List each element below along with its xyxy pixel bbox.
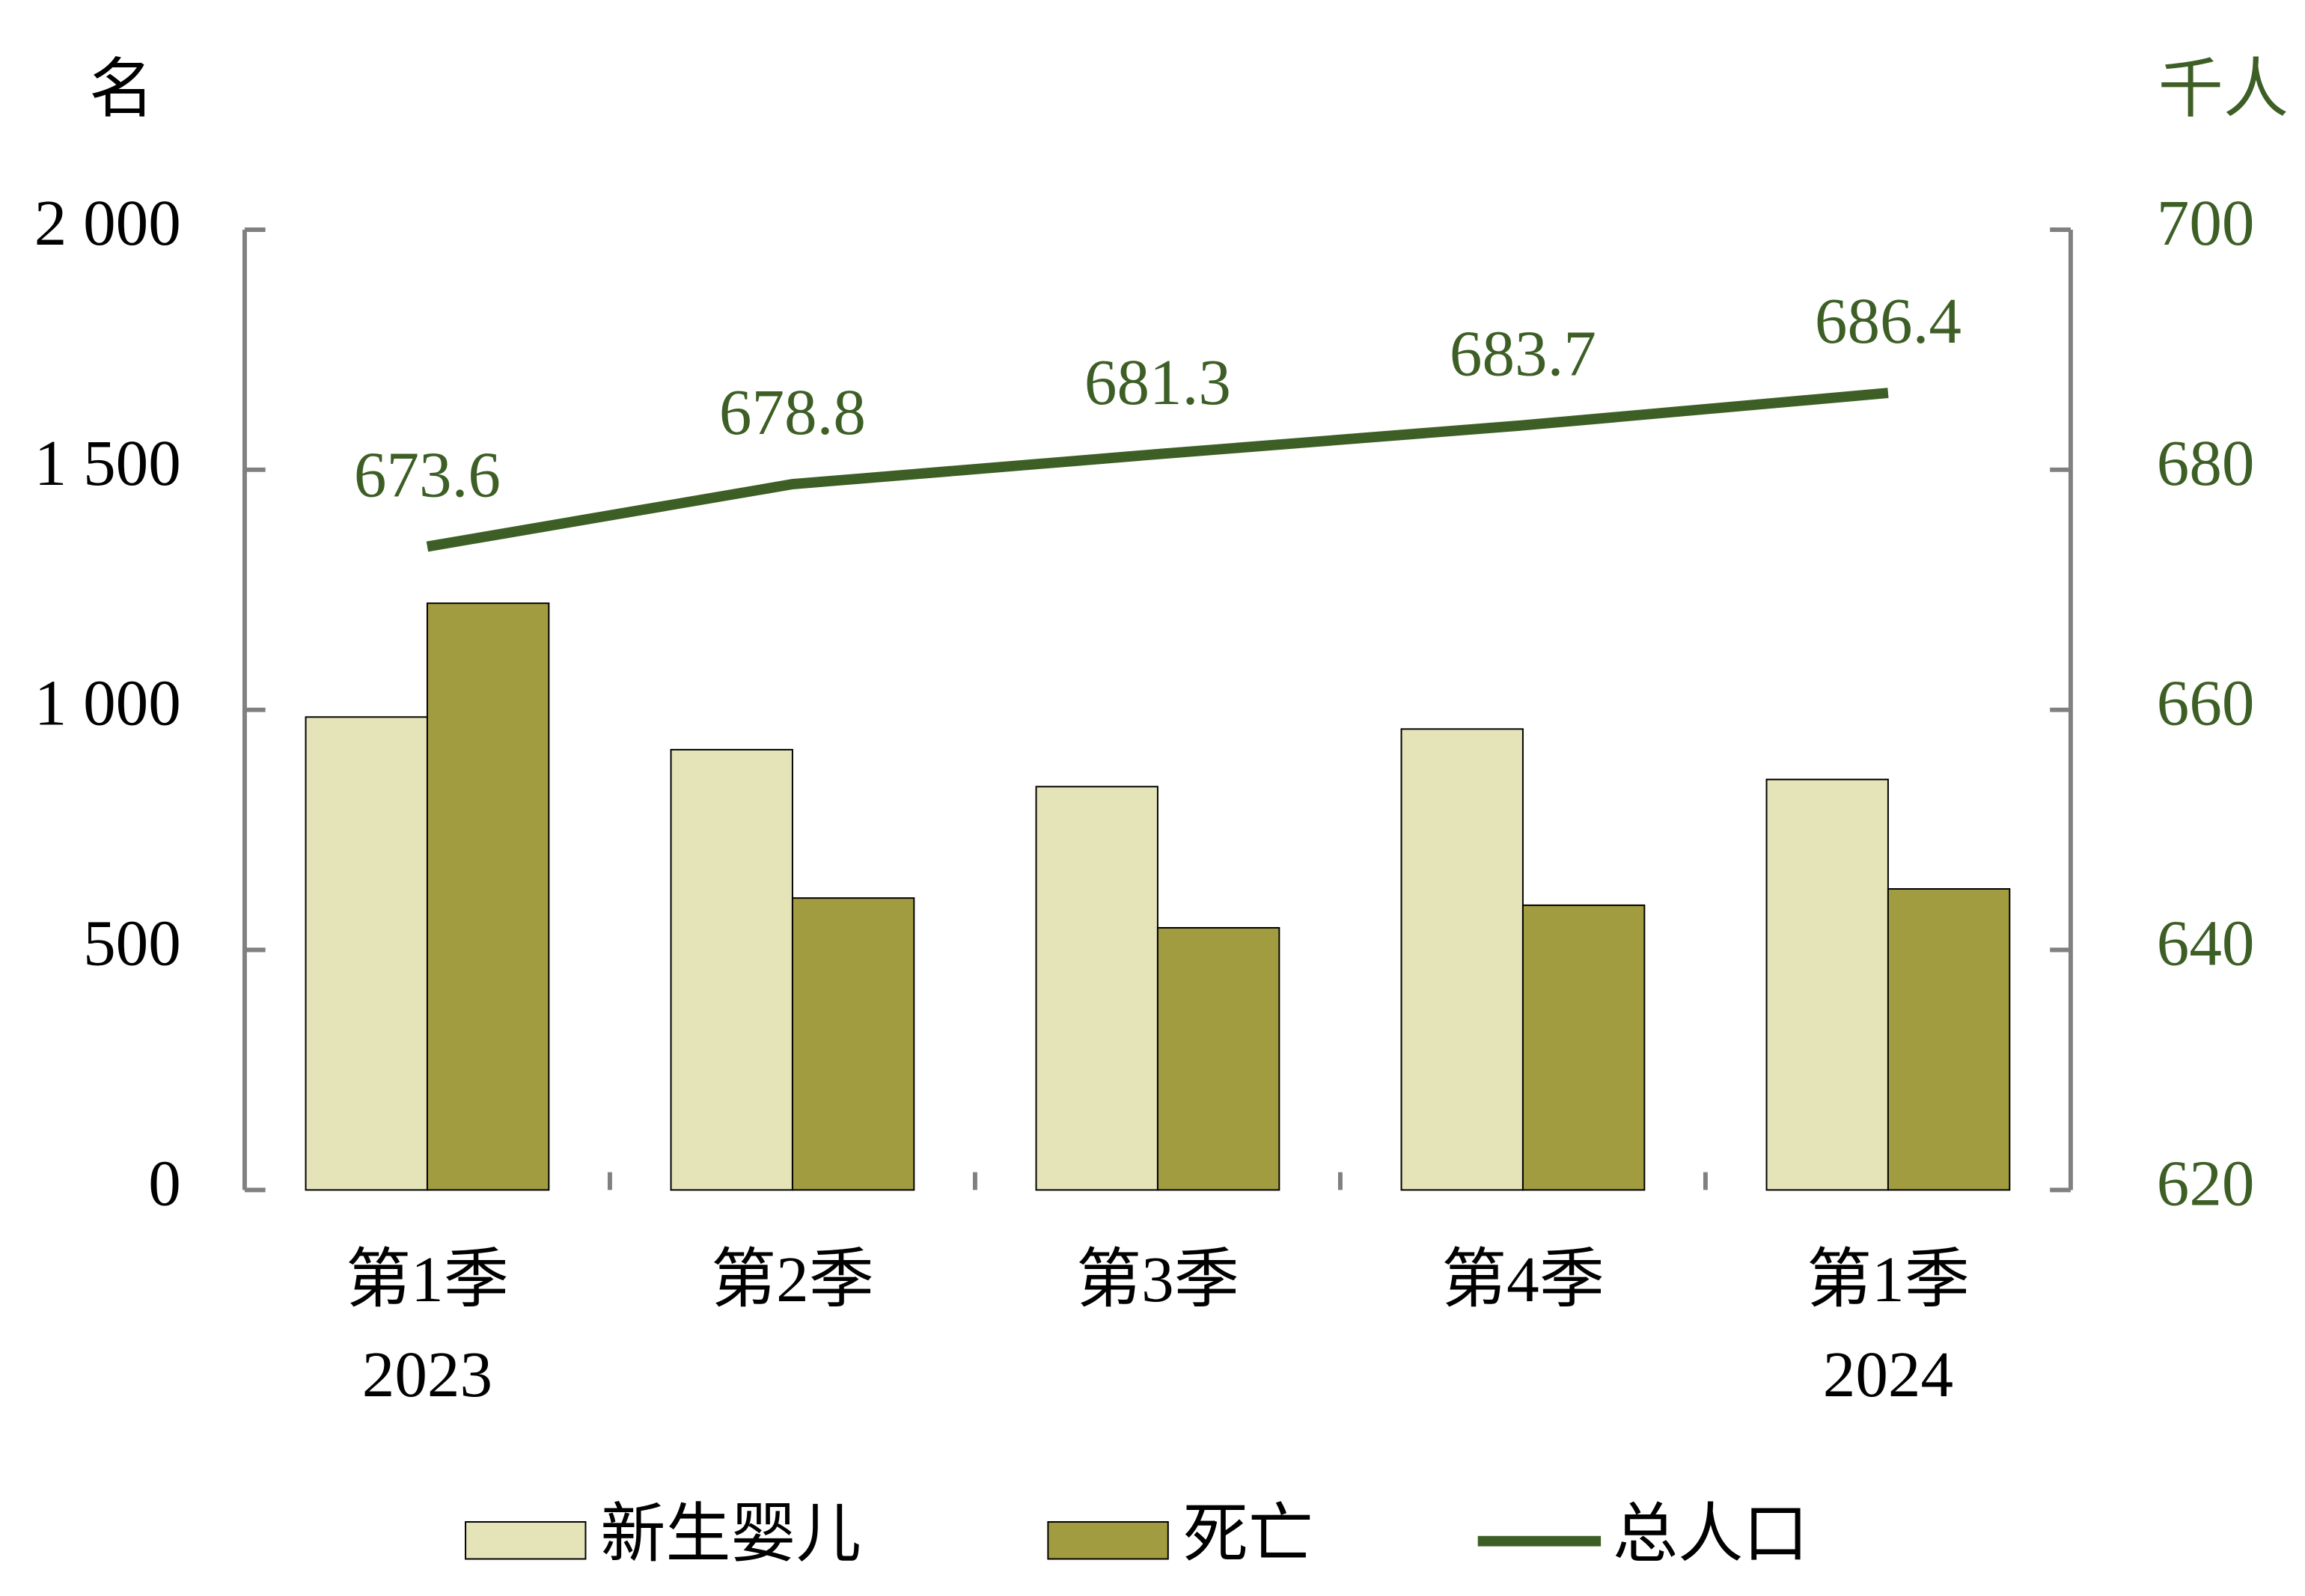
y2-tick-label: 680 (2157, 426, 2255, 499)
legend-label: 死亡 (1183, 1498, 1313, 1571)
bar (426, 602, 550, 1191)
bar (1521, 904, 1646, 1191)
y-tick-label: 1 000 (34, 667, 181, 739)
legend-label: 总人口 (1613, 1498, 1808, 1571)
bar (1765, 778, 1889, 1191)
y2-tick-label: 640 (2157, 907, 2255, 979)
legend-swatch (465, 1520, 587, 1560)
y-axis-label: 名 (89, 53, 154, 126)
value-label: 673.6 (354, 438, 501, 510)
x-tick-label: 第1季 (346, 1243, 509, 1315)
y2-tick-label: 620 (2157, 1146, 2255, 1219)
y-tick-label: 2 000 (34, 186, 181, 259)
value-label: 686.4 (1815, 284, 1961, 357)
legend-swatch (1047, 1520, 1169, 1560)
x-tick-label: 第1季 (1807, 1243, 1970, 1315)
x-tick-label: 2024 (1823, 1338, 1953, 1410)
bar (1887, 888, 2011, 1191)
bar (670, 748, 793, 1191)
value-label: 678.8 (719, 376, 866, 448)
value-label: 681.3 (1084, 346, 1231, 418)
x-tick-label: 第4季 (1441, 1243, 1605, 1315)
y-tick-label: 500 (83, 907, 181, 979)
x-tick-label: 第3季 (1076, 1243, 1239, 1315)
value-label: 683.7 (1450, 317, 1596, 389)
y2-tick-label: 700 (2157, 186, 2255, 259)
x-tick-label: 2023 (362, 1338, 492, 1410)
y-tick-label: 0 (148, 1146, 181, 1219)
bar (1156, 926, 1280, 1191)
bar (1400, 728, 1524, 1191)
line (426, 388, 1889, 552)
bar (305, 716, 428, 1191)
legend-label: 新生婴儿 (600, 1498, 861, 1571)
x-tick-label: 第2季 (711, 1243, 874, 1315)
y2-tick-label: 660 (2157, 667, 2255, 739)
y2-axis-label: 千人 (2158, 53, 2289, 126)
y-tick-label: 1 500 (34, 426, 181, 499)
bar (1035, 786, 1158, 1191)
bar (791, 897, 915, 1191)
